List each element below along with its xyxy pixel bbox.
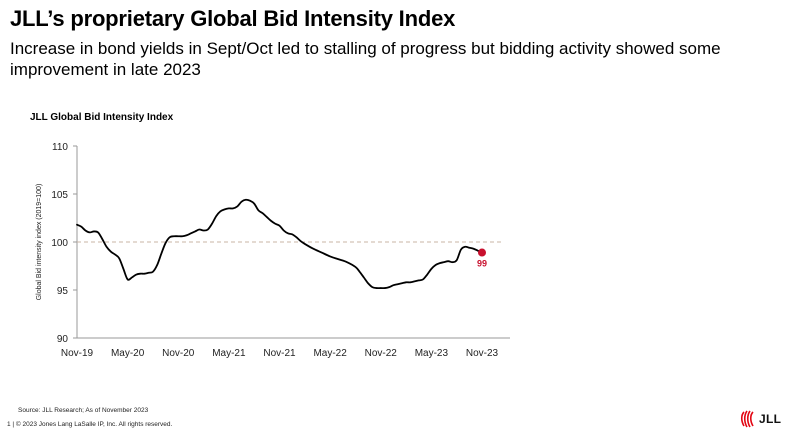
y-tick-label: 95 <box>57 286 69 297</box>
x-tick-label: May-20 <box>111 348 145 359</box>
source-note: Source: JLL Research; As of November 202… <box>18 407 149 414</box>
x-tick-label: May-21 <box>212 348 246 359</box>
latest-value-marker <box>478 248 486 257</box>
x-tick-label: Nov-23 <box>466 348 499 359</box>
copyright-note: 1 | © 2023 Jones Lang LaSalle IP, Inc. A… <box>7 421 173 428</box>
y-tick-label: 110 <box>52 142 68 153</box>
x-tick-label: Nov-20 <box>162 348 195 359</box>
jll-logo: JLL <box>740 409 781 429</box>
x-tick-label: Nov-21 <box>263 348 296 359</box>
y-axis-label: Global Bid intensity index (2019=100) <box>36 184 43 301</box>
x-tick-label: May-22 <box>313 348 347 359</box>
jll-logo-icon <box>740 410 754 428</box>
page-subtitle: Increase in bond yields in Sept/Oct led … <box>10 39 721 79</box>
series-line <box>76 198 483 290</box>
logo-text: JLL <box>759 412 782 426</box>
y-tick-label: 100 <box>51 238 68 249</box>
chart-title: JLL Global Bid Intensity Index <box>30 112 174 123</box>
x-tick-label: Nov-22 <box>365 348 398 359</box>
y-tick-label: 90 <box>57 334 69 345</box>
latest-value-label: 99 <box>477 259 487 269</box>
x-tick-label: May-23 <box>415 348 449 359</box>
y-tick-label: 105 <box>51 190 68 201</box>
page-title: JLL’s proprietary Global Bid Intensity I… <box>10 6 456 31</box>
x-tick-label: Nov-19 <box>61 348 94 359</box>
